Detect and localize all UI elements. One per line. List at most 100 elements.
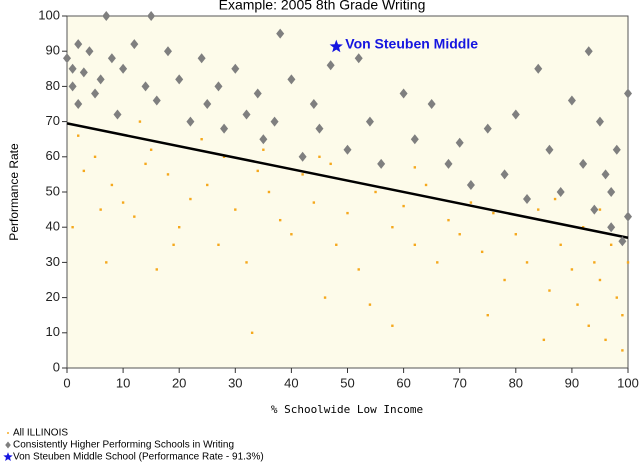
point (262, 148, 265, 151)
point (621, 349, 624, 352)
legend-marker (3, 452, 13, 461)
point (626, 261, 630, 264)
point (545, 144, 554, 155)
point (278, 218, 282, 222)
point (214, 81, 223, 92)
y-tick-label: 0 (53, 359, 60, 374)
point (77, 134, 80, 137)
legend-label: All ILLINOIS (13, 428, 68, 439)
point (444, 158, 453, 169)
point (413, 166, 417, 169)
point (217, 243, 220, 246)
point (511, 109, 520, 120)
point (133, 215, 136, 218)
point (410, 134, 419, 145)
point (74, 99, 83, 109)
point (298, 151, 307, 162)
point (469, 201, 473, 204)
point (548, 289, 551, 292)
chart-title: Example: 2005 8th Grade Writing (219, 0, 426, 13)
point (503, 278, 506, 282)
point (138, 120, 142, 123)
point (354, 53, 363, 64)
point (113, 109, 122, 120)
y-tick-label: 80 (46, 78, 60, 93)
point (559, 243, 562, 246)
point (287, 74, 296, 85)
y-axis-label: Performance Rate (7, 143, 21, 241)
point (413, 243, 417, 246)
x-tick-label: 10 (116, 375, 130, 390)
point (301, 173, 304, 176)
x-tick-label: 100 (617, 375, 639, 390)
point (323, 296, 327, 299)
point (567, 95, 576, 106)
point (326, 60, 335, 71)
point (166, 173, 170, 176)
point (231, 63, 240, 74)
point (595, 116, 604, 127)
point (253, 88, 262, 99)
point (329, 162, 332, 166)
point (318, 155, 321, 158)
point (197, 53, 206, 64)
legend-marker (7, 432, 9, 434)
point (500, 169, 509, 180)
point (256, 169, 259, 173)
y-tick-label: 100 (38, 7, 60, 22)
point (612, 144, 621, 155)
point (466, 179, 475, 190)
point (172, 243, 175, 246)
point (234, 208, 237, 211)
point (624, 88, 632, 99)
point (242, 109, 251, 120)
x-tick-label: 40 (284, 375, 298, 390)
point (105, 261, 108, 264)
point (604, 338, 607, 342)
point (152, 95, 161, 106)
annotation: Von Steuben Middle (345, 35, 478, 51)
x-tick-label: 90 (565, 375, 579, 390)
point (576, 303, 579, 306)
legend-marker (5, 441, 11, 449)
point (343, 144, 352, 155)
point (259, 134, 268, 145)
point (514, 233, 517, 236)
point (276, 28, 285, 39)
point (553, 197, 557, 201)
point (523, 194, 532, 205)
legend-label: Consistently Higher Performing Schools i… (13, 440, 234, 451)
point (618, 236, 627, 247)
y-tick-label: 90 (46, 43, 60, 58)
point (365, 116, 374, 127)
point (91, 88, 100, 99)
x-tick-label: 20 (172, 375, 186, 390)
point (368, 303, 372, 306)
point (357, 268, 360, 271)
point (99, 208, 102, 211)
point (200, 138, 203, 141)
point (121, 201, 125, 204)
point (480, 250, 484, 254)
point (312, 201, 316, 204)
point (598, 208, 602, 211)
y-tick-label: 70 (46, 113, 60, 128)
point (607, 187, 616, 197)
point (621, 314, 624, 317)
point (542, 338, 546, 342)
y-tick-label: 60 (46, 148, 60, 163)
point (63, 53, 71, 64)
point (102, 11, 111, 21)
point (587, 324, 590, 327)
point (590, 204, 599, 215)
point (71, 226, 74, 229)
y-tick-label: 10 (46, 324, 60, 339)
point (483, 123, 492, 134)
point (270, 116, 279, 127)
point (447, 218, 450, 222)
point (222, 155, 226, 158)
point (570, 268, 574, 271)
point (335, 243, 338, 246)
point (377, 158, 386, 169)
